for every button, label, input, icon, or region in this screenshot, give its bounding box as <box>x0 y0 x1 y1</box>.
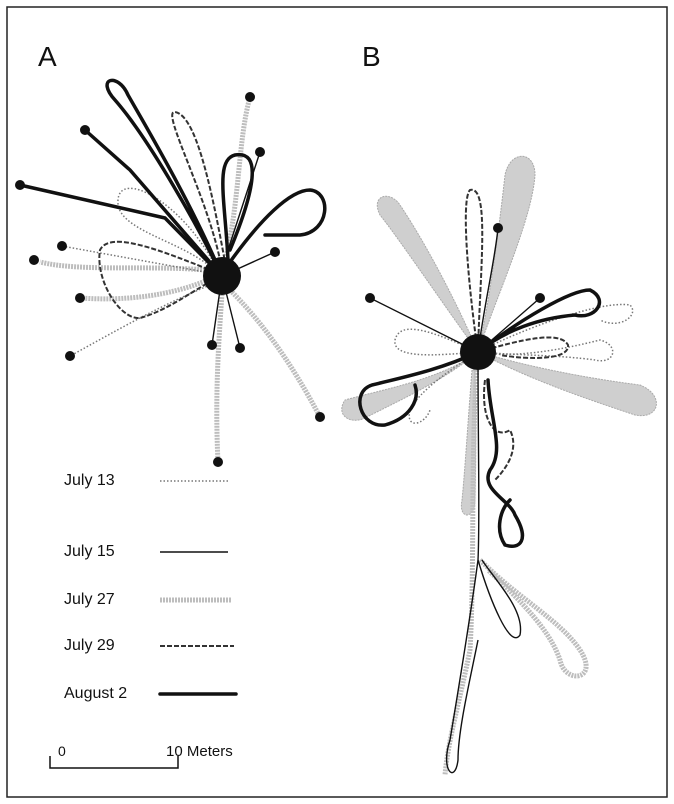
legend-label: July 29 <box>64 637 115 654</box>
panel-label: A <box>38 41 57 72</box>
legend: July 13 July 15 July 27 July 29 August 2 <box>64 472 238 702</box>
scale-bar: 0 10 Meters <box>49 743 233 769</box>
scale-end: 10 Meters <box>166 743 233 760</box>
legend-label: July 13 <box>64 472 115 489</box>
panel-b-paths <box>341 155 657 776</box>
legend-label: August 2 <box>64 685 127 702</box>
legend-label: July 27 <box>64 591 115 608</box>
panel-label: B <box>362 41 381 72</box>
frame <box>6 6 668 798</box>
legend-label: July 15 <box>64 543 115 560</box>
panel-a-paths <box>15 78 327 467</box>
scale-start: 0 <box>58 743 66 759</box>
